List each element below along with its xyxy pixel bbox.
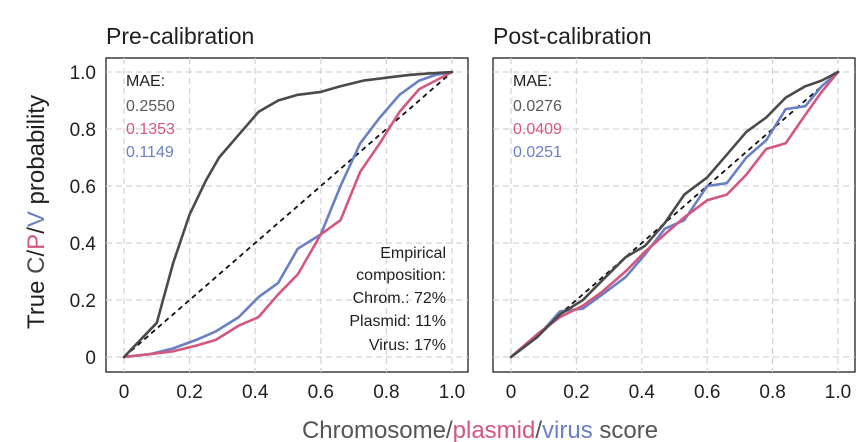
x-label-part: virus — [542, 417, 593, 442]
x-tick-label: 0.6 — [694, 382, 720, 403]
x-tick-labels: 0 0.2 0.4 0.6 0.8 1.0 — [506, 382, 852, 403]
composition-line-2: composition: — [356, 267, 446, 284]
x-label-part: Chromosome — [302, 417, 446, 442]
mae-virus: 0.1149 — [126, 144, 174, 161]
post-calibration-panel: Post-calibration 0 0.2 0.4 0.6 0.8 1.0 MAE: 0… — [492, 23, 856, 403]
mae-chromosome: 0.2550 — [126, 98, 175, 115]
mae-plasmid: 0.1353 — [126, 121, 175, 138]
y-tick-label: 0.4 — [70, 234, 97, 255]
x-label-part: / — [446, 417, 453, 442]
x-tick-label: 0.2 — [563, 382, 589, 403]
x-label-part: / — [535, 417, 542, 442]
mae-plasmid: 0.0409 — [513, 121, 562, 138]
x-axis-label: Chromosome/plasmid/virus score — [302, 417, 658, 442]
x-tick-label: 0.6 — [308, 382, 334, 403]
y-label-part: C — [23, 256, 50, 273]
x-label-part: plasmid — [453, 417, 536, 442]
series-line-plasmid — [509, 70, 840, 359]
composition-line-1: Empirical — [380, 245, 446, 262]
y-tick-label: 0.2 — [70, 291, 96, 312]
x-tick-label: 1.0 — [825, 382, 851, 403]
x-tick-label: 0 — [506, 382, 517, 403]
y-tick-label: 1.0 — [70, 63, 96, 84]
x-tick-label: 0 — [119, 382, 130, 403]
x-tick-label: 0.4 — [629, 382, 656, 403]
y-axis-label: True C/P/V probability — [23, 95, 50, 329]
x-tick-label: 1.0 — [439, 382, 465, 403]
series-line-chromosome — [122, 70, 454, 359]
x-tick-label: 0.8 — [373, 382, 399, 403]
mae-virus: 0.0251 — [513, 144, 562, 161]
pre-calibration-panel: Pre-calibration 0 0.2 0.4 0.6 0.8 1.0 0 0.2 0.4… — [70, 23, 469, 403]
panel-title: Post-calibration — [493, 23, 652, 49]
composition-plasmid: Plasmid: 11% — [349, 313, 446, 330]
x-tick-label: 0.2 — [176, 382, 202, 403]
y-tick-label: 0 — [85, 348, 96, 369]
series-line-virus — [122, 70, 454, 359]
y-label-part: True — [23, 274, 50, 329]
data-lines — [509, 70, 840, 359]
x-tick-label: 0.8 — [759, 382, 785, 403]
y-label-part: / — [23, 249, 50, 256]
series-line-plasmid — [122, 70, 454, 359]
mae-chromosome: 0.0276 — [513, 98, 562, 115]
y-label-part: P — [23, 234, 50, 250]
series-line-chromosome — [509, 70, 840, 359]
y-tick-labels: 0 0.2 0.4 0.6 0.8 1.0 — [70, 63, 97, 369]
composition-chrom: Chrom.: 72% — [353, 290, 446, 307]
mae-title: MAE: — [126, 73, 165, 90]
composition-virus: Virus: 17% — [369, 337, 446, 354]
y-label-part: probability — [23, 95, 50, 211]
x-label-part: score — [593, 417, 658, 442]
mae-title: MAE: — [513, 73, 552, 90]
x-tick-label: 0.4 — [242, 382, 269, 403]
y-tick-label: 0.8 — [70, 120, 96, 141]
data-lines — [122, 70, 454, 359]
y-label-part: / — [23, 227, 50, 234]
reference-diagonal — [123, 71, 453, 358]
x-tick-labels: 0 0.2 0.4 0.6 0.8 1.0 — [119, 382, 466, 403]
y-tick-label: 0.6 — [70, 177, 96, 198]
y-label-part: V — [23, 211, 50, 227]
panel-title: Pre-calibration — [106, 23, 254, 49]
